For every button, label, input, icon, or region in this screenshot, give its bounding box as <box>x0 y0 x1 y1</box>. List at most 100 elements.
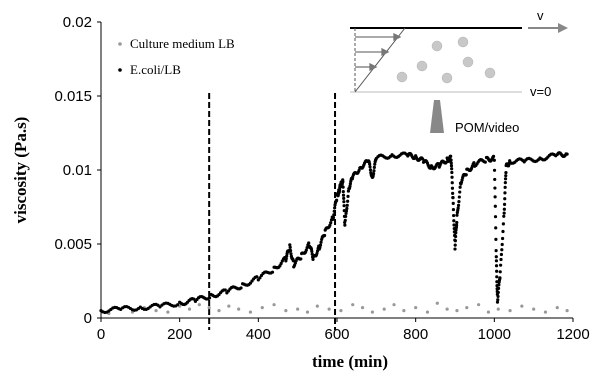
data-point <box>368 162 372 166</box>
data-point <box>452 213 456 218</box>
data-point <box>503 180 507 185</box>
data-point <box>477 303 481 307</box>
data-point <box>270 270 275 274</box>
data-point <box>166 310 170 314</box>
data-point <box>458 190 462 194</box>
data-point <box>496 298 500 302</box>
data-point <box>543 310 548 314</box>
data-point <box>491 154 496 158</box>
x-tick-label: 400 <box>246 326 271 343</box>
data-point <box>449 158 453 162</box>
legend-marker-ecoli <box>118 68 122 72</box>
data-point <box>451 207 456 212</box>
legend-label-culture-medium: Culture medium LB <box>130 36 235 51</box>
data-point <box>207 306 211 310</box>
data-point <box>498 276 502 280</box>
data-point <box>237 307 241 311</box>
data-point <box>520 304 524 308</box>
data-point <box>197 303 201 307</box>
data-point <box>315 251 319 256</box>
data-point <box>341 193 346 197</box>
data-point <box>192 297 196 301</box>
data-point <box>331 215 336 220</box>
data-point <box>339 309 343 313</box>
data-point <box>425 310 430 314</box>
data-point <box>343 223 347 227</box>
data-point <box>318 245 322 250</box>
data-point <box>453 243 457 247</box>
data-point <box>451 196 455 200</box>
data-point <box>279 261 283 266</box>
data-point <box>503 197 507 201</box>
data-point <box>498 270 502 274</box>
data-point <box>453 247 457 251</box>
data-point <box>456 206 460 210</box>
data-point <box>496 294 500 299</box>
data-point <box>435 301 439 305</box>
data-point <box>332 209 336 213</box>
data-point <box>348 184 352 188</box>
pom-video-label: POM/video <box>455 120 519 135</box>
data-point <box>360 306 365 310</box>
data-point <box>342 204 346 208</box>
data-point <box>335 198 339 202</box>
data-point <box>346 194 350 198</box>
data-point <box>456 203 461 207</box>
data-point <box>503 177 508 181</box>
data-point <box>392 303 396 307</box>
data-point <box>497 283 501 287</box>
data-point <box>465 306 469 310</box>
data-point <box>453 239 457 243</box>
data-point <box>472 161 476 165</box>
data-point <box>327 307 331 311</box>
top-velocity-label: v <box>537 8 544 23</box>
data-point <box>457 200 461 204</box>
pom-video-device <box>430 100 444 133</box>
y-axis-title: viscosity (Pa.s) <box>11 117 30 224</box>
data-point <box>532 307 536 311</box>
y-tick-label: 0.02 <box>63 14 92 31</box>
data-point <box>452 219 456 223</box>
x-tick-label: 200 <box>167 326 192 343</box>
data-point <box>288 248 293 253</box>
data-point <box>341 189 345 194</box>
velocity-arrow-head <box>558 23 568 33</box>
data-point <box>284 309 288 313</box>
data-point <box>217 309 221 313</box>
y-tick-label: 0.01 <box>63 162 92 179</box>
shear-flow-inset: v v=0 POM/video <box>350 8 568 135</box>
data-point <box>291 259 295 263</box>
data-point <box>368 165 372 169</box>
data-point <box>296 307 300 311</box>
data-point <box>502 214 506 218</box>
data-point <box>310 249 314 253</box>
data-point <box>372 169 376 173</box>
data-point <box>343 218 347 222</box>
data-point <box>329 221 333 225</box>
data-point <box>315 304 319 308</box>
data-point <box>503 191 507 195</box>
data-point <box>454 231 458 235</box>
data-point <box>504 171 508 175</box>
legend-label-ecoli: E.coli/LB <box>130 62 181 77</box>
data-point <box>500 236 505 241</box>
data-point <box>453 234 458 239</box>
x-tick-label: 1200 <box>556 326 589 343</box>
data-point <box>341 185 345 189</box>
y-tick-label: 0.005 <box>54 236 92 253</box>
data-point <box>368 168 373 172</box>
data-point <box>457 195 461 199</box>
data-point <box>323 233 327 238</box>
series-0 <box>107 301 569 316</box>
data-point <box>501 229 505 234</box>
data-point <box>332 213 336 217</box>
y-tick-label: 0 <box>84 310 92 327</box>
data-point <box>449 164 454 168</box>
data-point <box>289 252 293 256</box>
data-point <box>493 177 497 182</box>
data-point <box>284 257 288 261</box>
data-point <box>494 248 498 253</box>
data-point <box>492 168 497 172</box>
data-point <box>176 303 180 307</box>
data-point <box>493 186 497 190</box>
